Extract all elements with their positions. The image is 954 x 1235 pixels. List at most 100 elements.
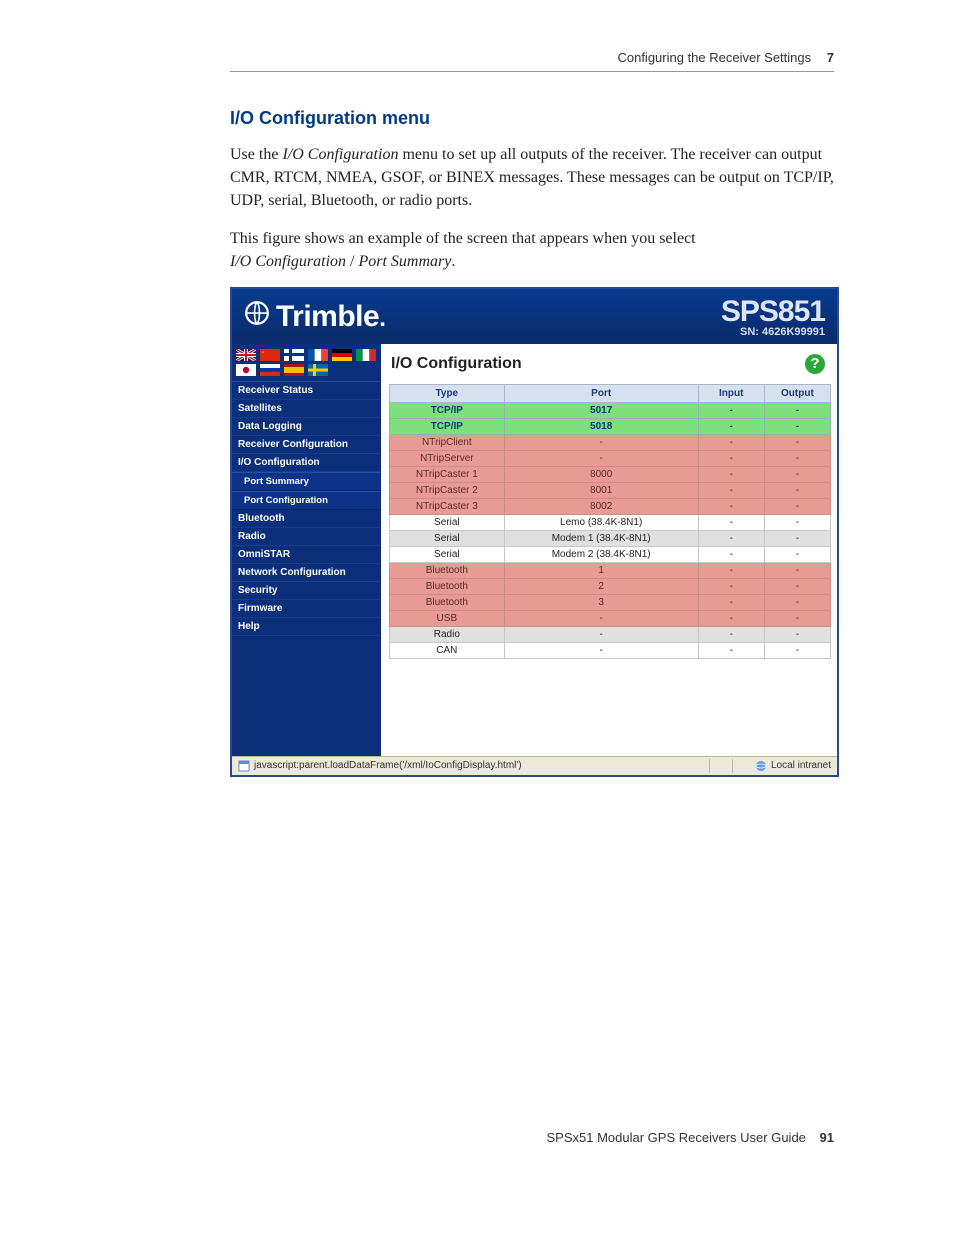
page-icon xyxy=(238,760,250,772)
table-cell: - xyxy=(764,482,830,498)
flag-icon[interactable] xyxy=(332,348,352,360)
sidebar-item[interactable]: Firmware xyxy=(232,600,380,618)
table-row[interactable]: CAN--- xyxy=(390,642,831,658)
table-row[interactable]: TCP/IP5018-- xyxy=(390,418,831,434)
table-cell: - xyxy=(698,562,764,578)
table-cell[interactable]: NTripCaster 3 xyxy=(390,498,505,514)
th-port: Port xyxy=(504,384,698,402)
intranet-icon xyxy=(755,760,767,772)
table-cell: - xyxy=(698,626,764,642)
sidebar-item[interactable]: Satellites xyxy=(232,400,380,418)
table-cell: - xyxy=(764,434,830,450)
model-block: SPS851 SN: 4626K99991 xyxy=(721,297,825,338)
table-cell: - xyxy=(698,418,764,434)
table-row[interactable]: Bluetooth1-- xyxy=(390,562,831,578)
table-cell: - xyxy=(764,498,830,514)
flag-icon[interactable] xyxy=(356,348,376,360)
table-row[interactable]: NTripCaster 18000-- xyxy=(390,466,831,482)
table-cell: - xyxy=(504,642,698,658)
section-heading: I/O Configuration menu xyxy=(230,108,834,129)
sidebar-item[interactable]: Help xyxy=(232,618,380,636)
table-cell[interactable]: NTripClient xyxy=(390,434,505,450)
sidebar-item[interactable]: Receiver Status xyxy=(232,382,380,400)
table-cell: - xyxy=(764,594,830,610)
sidebar-item[interactable]: I/O Configuration xyxy=(232,454,380,472)
table-cell: - xyxy=(504,450,698,466)
sidebar-item[interactable]: Security xyxy=(232,582,380,600)
flag-icon[interactable] xyxy=(260,348,280,360)
table-cell: - xyxy=(698,450,764,466)
table-cell: 1 xyxy=(504,562,698,578)
th-type: Type xyxy=(390,384,505,402)
table-cell: 8001 xyxy=(504,482,698,498)
table-header-row: Type Port Input Output xyxy=(390,384,831,402)
table-cell: - xyxy=(764,642,830,658)
table-row[interactable]: USB--- xyxy=(390,610,831,626)
running-header: Configuring the Receiver Settings 7 xyxy=(230,50,834,72)
io-table: Type Port Input Output TCP/IP5017--TCP/I… xyxy=(389,384,831,659)
table-cell[interactable]: USB xyxy=(390,610,505,626)
table-row[interactable]: NTripServer--- xyxy=(390,450,831,466)
table-cell: Modem 1 (38.4K-8N1) xyxy=(504,530,698,546)
flag-icon[interactable] xyxy=(308,363,328,375)
page-footer: SPSx51 Modular GPS Receivers User Guide … xyxy=(547,1130,834,1145)
table-row[interactable]: NTripCaster 38002-- xyxy=(390,498,831,514)
table-row[interactable]: Radio--- xyxy=(390,626,831,642)
flag-icon[interactable] xyxy=(236,348,256,360)
table-cell: - xyxy=(698,546,764,562)
table-row[interactable]: SerialModem 2 (38.4K-8N1)-- xyxy=(390,546,831,562)
table-row[interactable]: Bluetooth3-- xyxy=(390,594,831,610)
table-cell[interactable]: CAN xyxy=(390,642,505,658)
status-zone: Local intranet xyxy=(771,760,831,771)
table-cell: - xyxy=(764,418,830,434)
status-bar: javascript:parent.loadDataFrame('/xml/Io… xyxy=(232,756,837,775)
globe-icon xyxy=(244,300,270,326)
content-pane: I/O Configuration ? Type Port Input Outp… xyxy=(381,344,837,756)
table-cell: - xyxy=(698,642,764,658)
language-flags[interactable] xyxy=(232,344,380,382)
table-row[interactable]: Bluetooth2-- xyxy=(390,578,831,594)
table-row[interactable]: TCP/IP5017-- xyxy=(390,402,831,418)
flag-icon[interactable] xyxy=(284,348,304,360)
flag-icon[interactable] xyxy=(284,363,304,375)
status-separator xyxy=(709,759,728,773)
help-icon[interactable]: ? xyxy=(805,354,825,374)
table-cell[interactable]: Bluetooth xyxy=(390,562,505,578)
table-cell: Modem 2 (38.4K-8N1) xyxy=(504,546,698,562)
table-cell[interactable]: TCP/IP xyxy=(390,402,505,418)
serial-number: SN: 4626K99991 xyxy=(721,327,825,338)
flag-icon[interactable] xyxy=(236,363,256,375)
table-row[interactable]: SerialModem 1 (38.4K-8N1)-- xyxy=(390,530,831,546)
table-cell[interactable]: NTripCaster 2 xyxy=(390,482,505,498)
table-cell: - xyxy=(698,434,764,450)
table-cell[interactable]: NTripServer xyxy=(390,450,505,466)
table-cell[interactable]: Bluetooth xyxy=(390,594,505,610)
table-cell: - xyxy=(764,402,830,418)
table-row[interactable]: SerialLemo (38.4K-8N1)-- xyxy=(390,514,831,530)
sidebar-item[interactable]: Receiver Configuration xyxy=(232,436,380,454)
table-cell[interactable]: Serial xyxy=(390,514,505,530)
table-cell[interactable]: Serial xyxy=(390,546,505,562)
table-cell[interactable]: TCP/IP xyxy=(390,418,505,434)
table-cell[interactable]: NTripCaster 1 xyxy=(390,466,505,482)
sidebar-item[interactable]: Data Logging xyxy=(232,418,380,436)
sidebar-sub-item[interactable]: Port Configuration xyxy=(232,491,380,510)
sidebar-item[interactable]: OmniSTAR xyxy=(232,546,380,564)
table-cell: - xyxy=(698,514,764,530)
sidebar-sub-item[interactable]: Port Summary xyxy=(232,472,380,491)
table-cell: - xyxy=(764,562,830,578)
flag-icon[interactable] xyxy=(308,348,328,360)
table-cell[interactable]: Radio xyxy=(390,626,505,642)
table-row[interactable]: NTripClient--- xyxy=(390,434,831,450)
sidebar-item[interactable]: Network Configuration xyxy=(232,564,380,582)
sidebar-item[interactable]: Bluetooth xyxy=(232,510,380,528)
table-cell: - xyxy=(698,578,764,594)
table-cell[interactable]: Serial xyxy=(390,530,505,546)
table-row[interactable]: NTripCaster 28001-- xyxy=(390,482,831,498)
flag-icon[interactable] xyxy=(260,363,280,375)
table-cell: 8002 xyxy=(504,498,698,514)
table-cell: - xyxy=(764,626,830,642)
table-cell[interactable]: Bluetooth xyxy=(390,578,505,594)
table-cell: 2 xyxy=(504,578,698,594)
sidebar-item[interactable]: Radio xyxy=(232,528,380,546)
